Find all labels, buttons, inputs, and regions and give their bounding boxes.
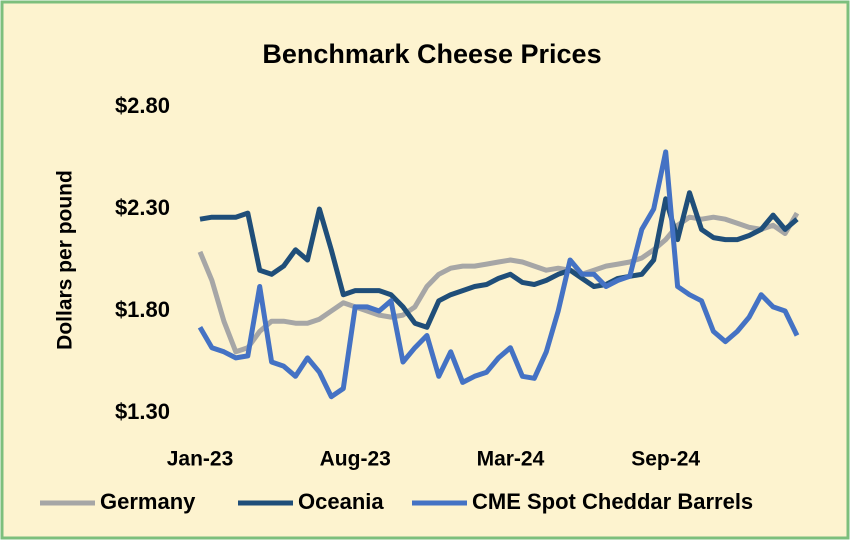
y-axis-label: Dollars per pound <box>54 170 77 350</box>
x-tick-label: Mar-24 <box>477 448 545 471</box>
y-tick-label: $1.80 <box>115 297 170 322</box>
y-tick-label: $2.80 <box>115 93 170 118</box>
chart-title: Benchmark Cheese Prices <box>262 39 601 69</box>
x-tick-label: Aug-23 <box>320 448 391 471</box>
legend-label: Germany <box>100 489 196 514</box>
y-tick-label: $2.30 <box>115 195 170 220</box>
legend-label: CME Spot Cheddar Barrels <box>472 489 753 514</box>
legend-label: Oceania <box>298 489 384 514</box>
y-tick-label: $1.30 <box>115 399 170 424</box>
x-tick-label: Sep-24 <box>631 448 700 471</box>
series-line <box>197 149 800 400</box>
series-line <box>199 190 799 330</box>
x-tick-label: Jan-23 <box>167 448 234 471</box>
